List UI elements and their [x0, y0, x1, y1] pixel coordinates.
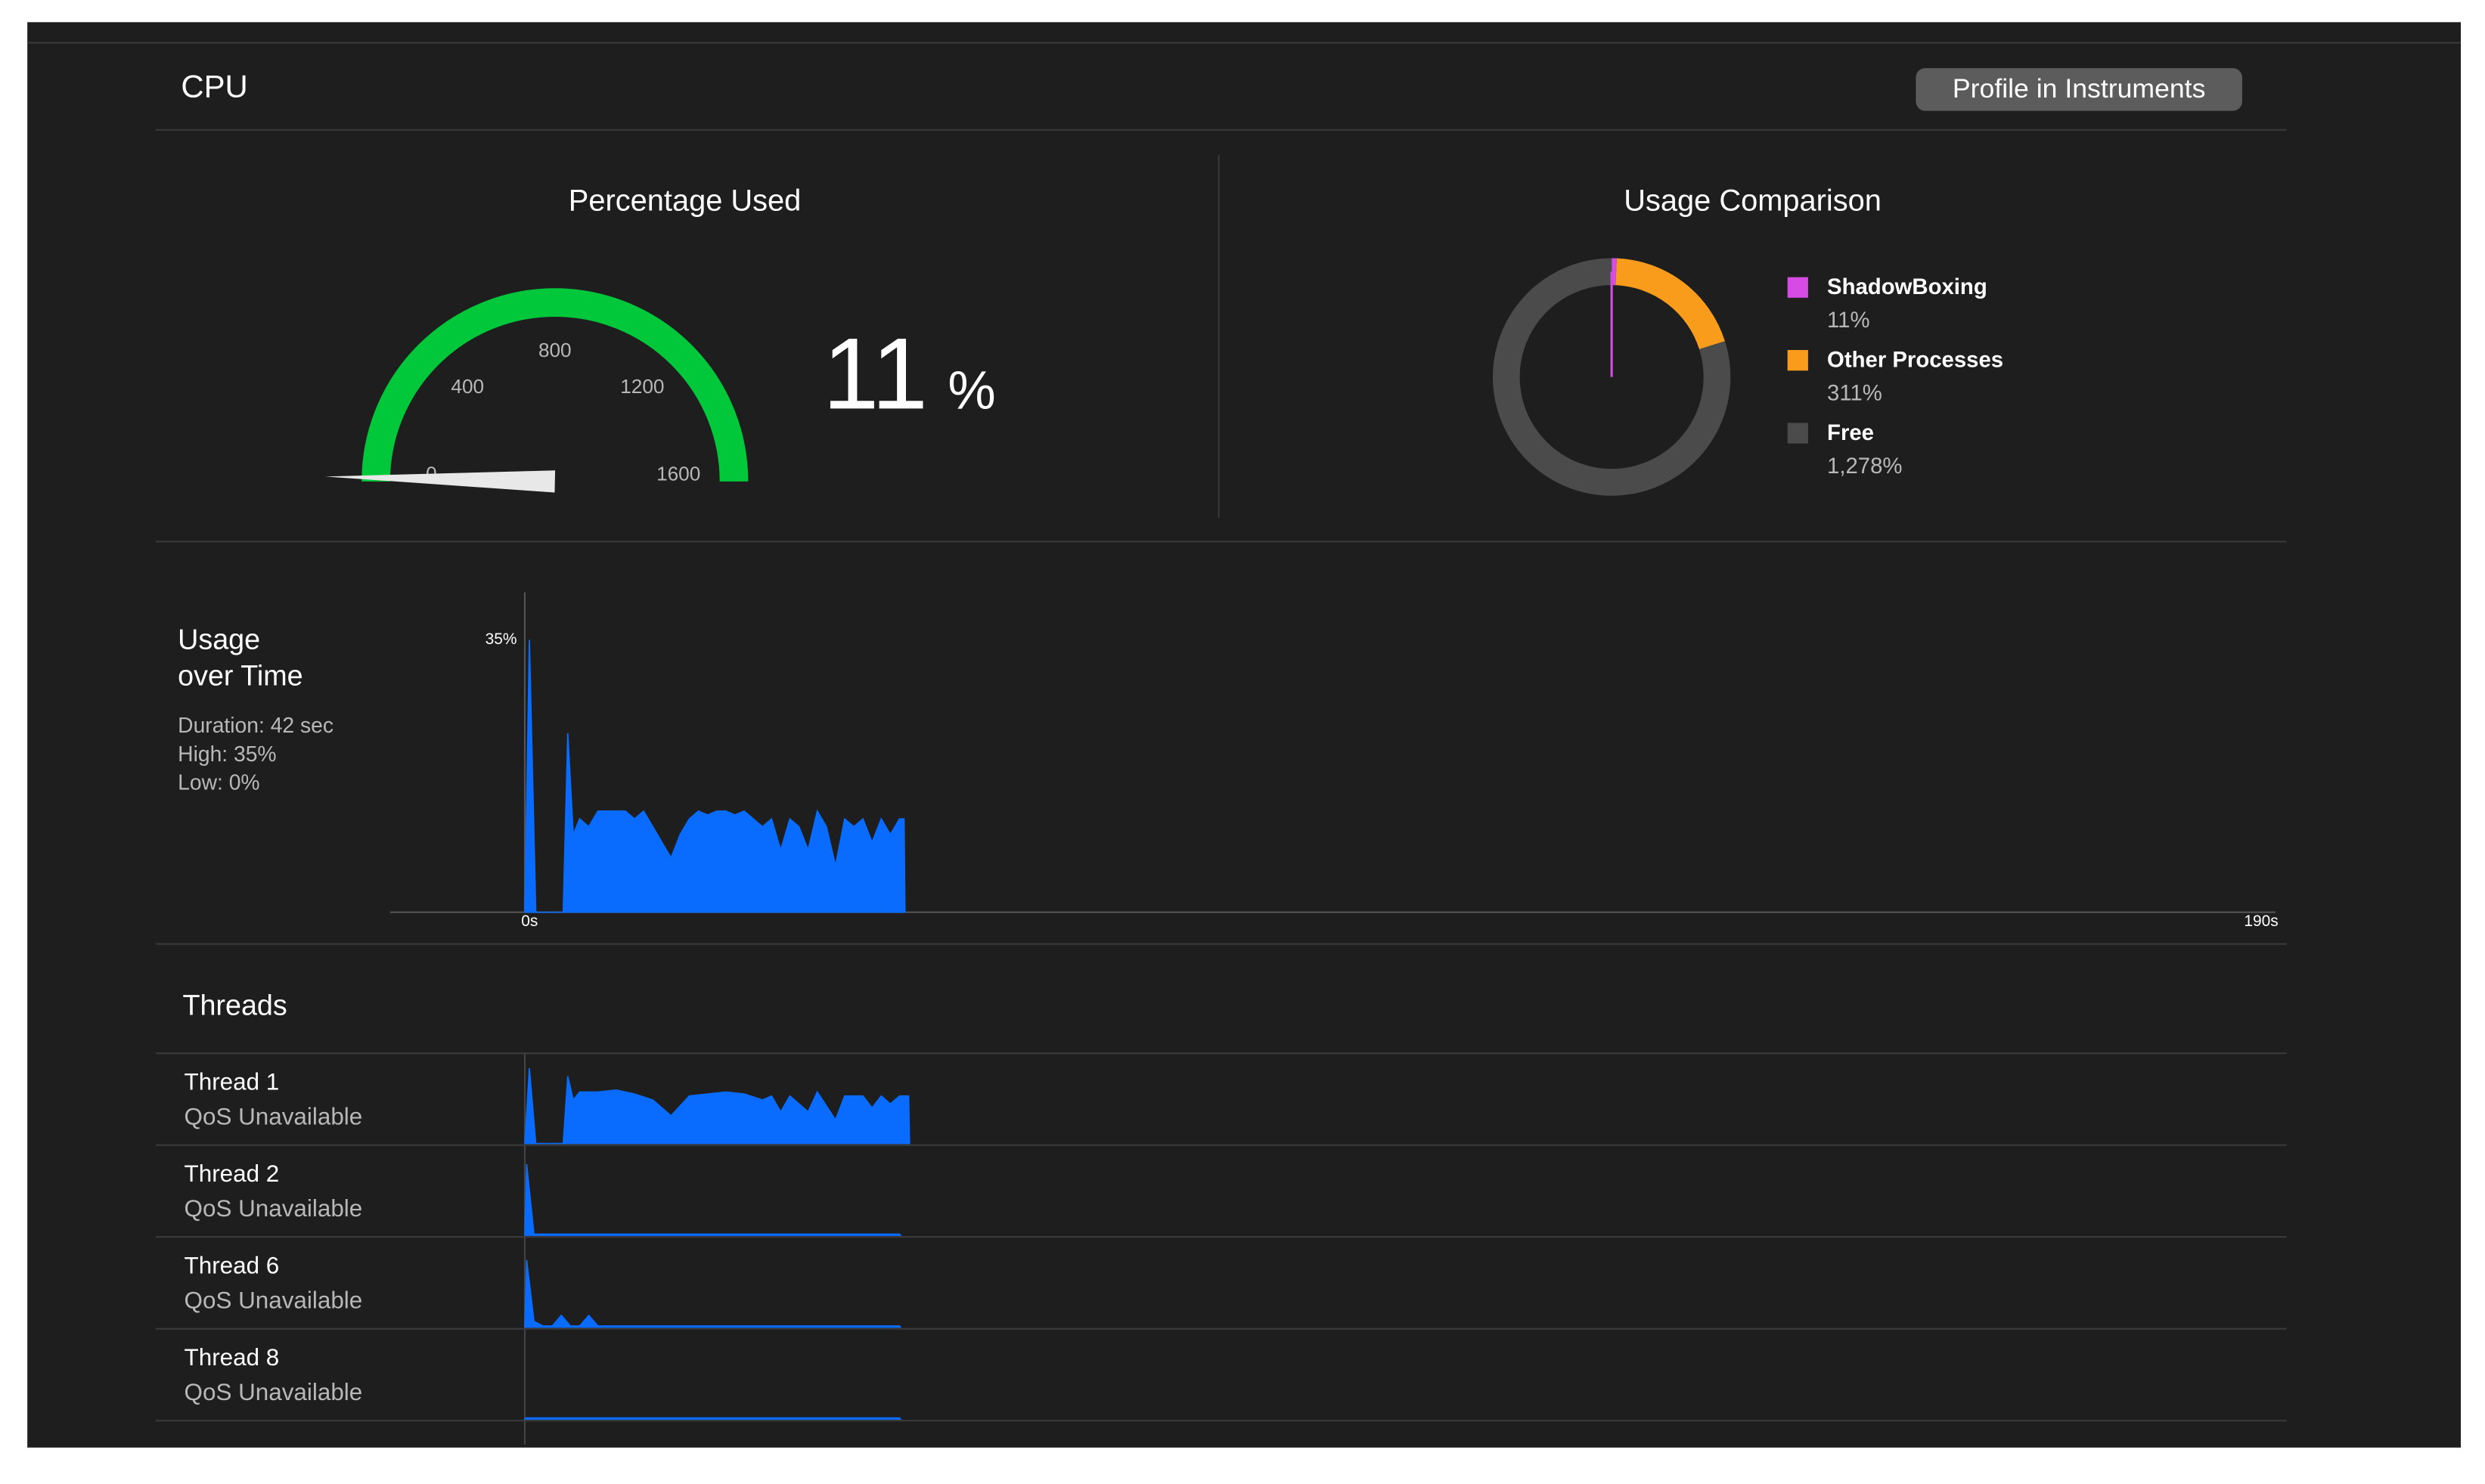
gauge-value: 11 [823, 318, 928, 430]
gauge-needle [325, 470, 556, 493]
thread-name: Thread 6 [185, 1252, 280, 1278]
area [524, 1067, 911, 1145]
legend-value: 311% [1827, 380, 1882, 405]
panel [27, 22, 2462, 1448]
gauge-tick-label: 1200 [620, 375, 664, 398]
donut-segment [1493, 258, 1731, 496]
gauge-title: Percentage Used [569, 184, 802, 218]
legend-value: 1,278% [1827, 454, 1902, 479]
gauge-tick-label: 800 [538, 339, 572, 361]
legend-name: Other Processes [1827, 347, 2003, 372]
y-tick-label: 35% [486, 630, 517, 648]
usage-stat: Low: 0% [178, 770, 259, 794]
legend-swatch [1787, 277, 1808, 298]
threads-title: Threads [182, 989, 287, 1021]
profile-button[interactable] [1916, 68, 2242, 111]
section-title: CPU [181, 68, 247, 104]
legend-swatch [1787, 423, 1808, 444]
area [524, 1163, 902, 1236]
legend-value: 11% [1827, 308, 1870, 333]
area [523, 1417, 902, 1420]
thread-qos: QoS Unavailable [185, 1379, 363, 1405]
usage-title: over Time [178, 660, 302, 692]
thread-name: Thread 1 [185, 1068, 280, 1095]
x-tick-label: 0s [521, 912, 538, 930]
legend-name: Free [1827, 420, 1874, 445]
comparison-title: Usage Comparison [1624, 184, 1882, 218]
gauge-arc [361, 288, 749, 482]
thread-qos: QoS Unavailable [185, 1287, 363, 1313]
gauge-tick-label: 1600 [656, 462, 700, 485]
thread-name: Thread 2 [185, 1160, 280, 1187]
x-tick-label: 190s [2244, 912, 2278, 930]
usage-title: Usage [178, 623, 260, 655]
usage-stat: Duration: 42 sec [178, 713, 334, 737]
legend-name: ShadowBoxing [1827, 274, 1987, 299]
area [524, 1259, 902, 1328]
gauge-tick-label: 400 [451, 375, 484, 398]
donut-segment [1615, 258, 1725, 350]
thread-name: Thread 8 [185, 1344, 280, 1371]
thread-qos: QoS Unavailable [185, 1195, 363, 1222]
thread-qos: QoS Unavailable [185, 1103, 363, 1129]
gauge-unit: % [948, 361, 995, 420]
button-label[interactable]: Profile in Instruments [1953, 73, 2205, 104]
usage-stat: High: 35% [178, 742, 276, 766]
area [524, 640, 906, 913]
legend-swatch [1787, 349, 1808, 371]
